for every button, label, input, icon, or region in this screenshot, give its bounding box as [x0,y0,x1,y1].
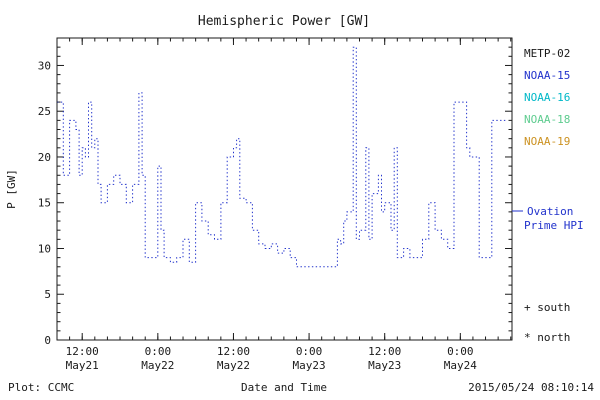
y-tick-label: 0 [44,334,51,347]
legend-item-noaa-19: NOAA-19 [524,135,570,148]
axis-ticks: 05101520253012:00May210:00May2212:00May2… [38,37,512,372]
ovation-label-line2: Prime HPI [524,219,584,232]
generation-timestamp: 2015/05/24 08:10:14 [468,381,594,394]
x-axis-label: Date and Time [241,381,327,394]
hpi-data-series [57,46,506,268]
x-tick-time-label: 0:00 [447,345,474,358]
hpi-step-line [57,46,506,268]
legend-item-noaa-15: NOAA-15 [524,69,570,82]
chart-title: Hemispheric Power [GW] [198,14,370,29]
y-tick-label: 25 [38,105,51,118]
legend-item-noaa-18: NOAA-18 [524,113,570,126]
plot-frame [56,37,513,341]
x-tick-date-label: May24 [444,359,477,372]
x-tick-time-label: 12:00 [66,345,99,358]
legend-item-metp-02: METP-02 [524,47,570,60]
plot-credit: Plot: CCMC [8,381,74,394]
x-tick-date-label: May22 [217,359,250,372]
y-tick-label: 30 [38,59,51,72]
ovation-label-line1: Ovation [527,205,573,218]
y-tick-label: 15 [38,197,51,210]
x-tick-date-label: May23 [293,359,326,372]
y-tick-label: 5 [44,288,51,301]
south-marker-label: + south [524,301,570,314]
y-tick-label: 20 [38,151,51,164]
x-tick-time-label: 0:00 [296,345,323,358]
x-tick-date-label: May22 [141,359,174,372]
x-tick-time-label: 12:00 [368,345,401,358]
north-marker-label: * north [524,331,570,344]
y-axis-label: P [GW] [5,169,18,209]
x-tick-time-label: 0:00 [145,345,172,358]
x-tick-date-label: May21 [66,359,99,372]
legend-item-noaa-16: NOAA-16 [524,91,570,104]
x-tick-time-label: 12:00 [217,345,250,358]
x-tick-date-label: May23 [368,359,401,372]
y-tick-label: 10 [38,242,51,255]
